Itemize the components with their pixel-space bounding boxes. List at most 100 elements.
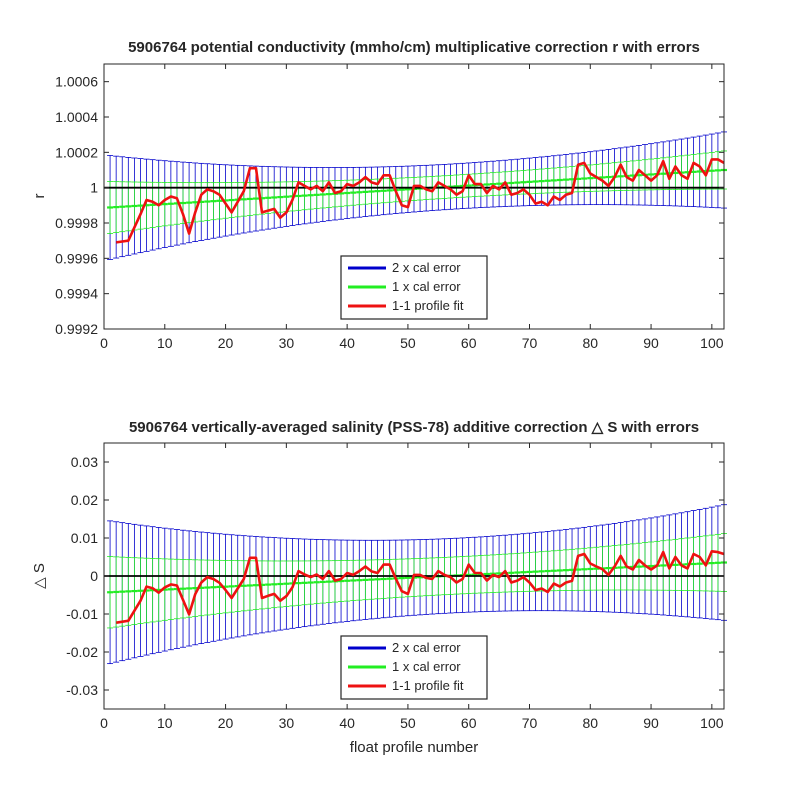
top-x-tick-label: 90 [643, 335, 659, 351]
bottom-y-axis-label: △ S [31, 563, 48, 589]
top-x-tick-label: 100 [700, 335, 724, 351]
bot-cal1-errorbar [167, 558, 174, 620]
top-x-tick-label: 0 [100, 335, 108, 351]
bot-cal1-errorbar [222, 560, 229, 614]
bot-cal1-errorbar [107, 556, 114, 629]
bottom-legend-label-fit: 1-1 profile fit [392, 678, 464, 693]
top-cal1-errorbar [307, 180, 314, 210]
top-y-tick-label: 0.9998 [55, 215, 98, 231]
bot-x-tick-label: 100 [700, 715, 724, 731]
bot-cal1-errorbar [508, 553, 515, 593]
bottom-y-ticks: -0.03 -0.02 -0.01 0 0.01 0.02 0.03 [66, 454, 724, 698]
bot-x-tick-label: 20 [218, 715, 234, 731]
bottom-legend: 2 x cal error 1 x cal error 1-1 profile … [340, 635, 488, 700]
bot-cal1-errorbar [714, 533, 721, 592]
bot-cal1-errorbar [252, 560, 259, 610]
bot-cal1-errorbar [265, 560, 272, 609]
top-cal1-errorbar [490, 172, 497, 196]
bot-cal1-errorbar [131, 557, 138, 625]
bot-cal1-errorbar [708, 534, 715, 592]
top-x-tick-label: 70 [522, 335, 538, 351]
top-x-tick-label: 80 [582, 335, 598, 351]
bot-cal1-errorbar [696, 536, 703, 592]
top-cal1-errorbar [137, 181, 144, 230]
top-y-tick-label: 1.0004 [55, 109, 98, 125]
top-y-tick-label: 1.0006 [55, 74, 98, 90]
top-y-tick-label: 0.9994 [55, 286, 98, 302]
bot-cal1-errorbar [137, 557, 144, 625]
bottom-fit-line [115, 549, 725, 624]
bot-cal1-errorbar [690, 536, 697, 592]
bot-cal1-errorbar [344, 560, 351, 602]
bot-cal1-errorbar [319, 560, 326, 604]
bot-cal1-errorbar [338, 560, 345, 602]
bot-x-tick-label: 70 [522, 715, 538, 731]
bot-y-tick-label: -0.03 [66, 682, 98, 698]
top-cal1-errorbar [648, 158, 655, 191]
bot-x-tick-label: 30 [279, 715, 295, 731]
bot-y-tick-label: 0.02 [71, 492, 98, 508]
bot-cal1-errorbar [113, 556, 120, 628]
bot-cal1-errorbar [617, 544, 624, 591]
bottom-legend-label-cal2: 2 x cal error [392, 640, 461, 655]
top-cal1-errorbar [532, 169, 539, 194]
bot-x-tick-label: 50 [400, 715, 416, 731]
bot-y-tick-label: 0 [90, 568, 98, 584]
top-cal1-errorbar [496, 171, 503, 196]
top-x-tick-label: 50 [400, 335, 416, 351]
bot-cal1-errorbar [374, 559, 381, 600]
bot-cal1-errorbar [186, 559, 193, 618]
bot-y-tick-label: 0.01 [71, 530, 98, 546]
top-cal1-errorbar [113, 181, 120, 233]
bot-cal1-errorbar [204, 559, 211, 616]
top-cal1-errorbar [447, 174, 454, 199]
top-cal1-errorbar [380, 178, 387, 204]
bot-cal1-errorbar [271, 560, 278, 609]
bot-cal1-errorbar [368, 559, 375, 600]
top-cal1-errorbar [325, 180, 332, 208]
top-legend-label-cal2: 2 x cal error [392, 260, 461, 275]
top-cal1-errorbar [544, 168, 551, 194]
top-cal1-errorbar [398, 177, 405, 202]
top-cal1-errorbar [161, 182, 168, 227]
top-plot-title: 5906764 potential conductivity (mmho/cm)… [128, 39, 700, 56]
bot-cal1-errorbar [526, 552, 533, 592]
top-cal1-errorbar [714, 151, 721, 190]
bot-cal1-errorbar [605, 545, 612, 591]
top-y-axis-label: r [31, 194, 48, 199]
bottom-plot-title: 5906764 vertically-averaged salinity (PS… [129, 419, 699, 436]
bottom-x-axis-label: float profile number [350, 739, 478, 756]
top-fit-series-line [116, 158, 725, 244]
bottom-plot: 5906764 vertically-averaged salinity (PS… [31, 419, 727, 756]
bot-cal1-errorbar [587, 547, 594, 591]
bot-cal1-errorbar [532, 551, 539, 592]
bottom-x-ticks: 0 10 20 30 40 50 60 70 80 90 100 [100, 443, 724, 731]
top-cal1-errorbar [319, 180, 326, 209]
top-cal1-errorbar [210, 182, 217, 221]
top-cal1-errorbar [338, 180, 345, 207]
bot-cal1-errorbar [471, 555, 478, 594]
bot-cal1-errorbar [483, 554, 490, 594]
bot-cal1-errorbar [556, 549, 563, 592]
top-plot: 5906764 potential conductivity (mmho/cm)… [31, 39, 727, 351]
top-cal1-errorbar [167, 182, 174, 226]
top-x-tick-label: 10 [157, 335, 173, 351]
bot-cal1-errorbar [514, 552, 521, 593]
top-x-tick-label: 20 [218, 335, 234, 351]
bot-y-tick-label: 0.03 [71, 454, 98, 470]
bot-x-tick-label: 90 [643, 715, 659, 731]
bot-x-tick-label: 60 [461, 715, 477, 731]
bot-cal1-errorbar [660, 540, 667, 591]
top-cal1-errorbar [107, 181, 114, 234]
top-cal1-errorbar [690, 154, 697, 190]
bot-cal1-errorbar [307, 560, 314, 605]
bot-cal1-errorbar [210, 559, 217, 615]
bot-cal1-errorbar [125, 557, 132, 626]
top-x-ticks: 0 10 20 30 40 50 60 70 80 90 100 [100, 64, 724, 351]
top-plot-frame [103, 63, 725, 330]
bot-cal1-errorbar [520, 552, 527, 592]
bot-cal1-errorbar [672, 538, 679, 591]
top-cal1-errorbar [149, 181, 156, 228]
bot-cal1-errorbar [240, 560, 247, 612]
